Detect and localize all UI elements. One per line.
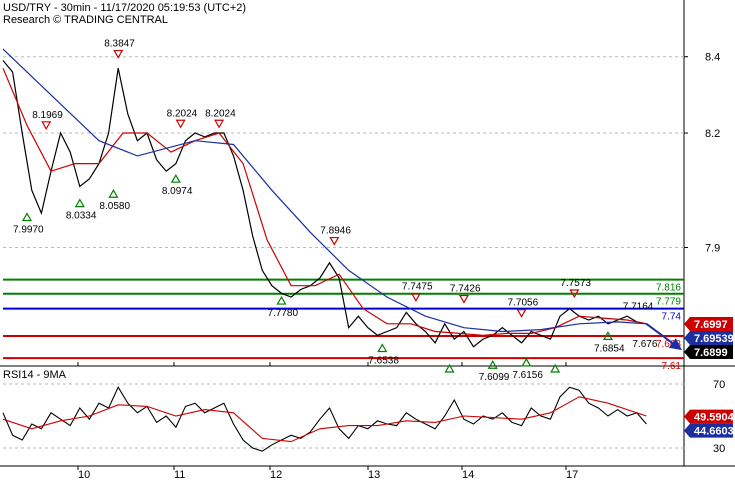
marker-label: 8.0580 — [99, 201, 130, 212]
resistance-marker — [175, 119, 186, 129]
resistance-marker — [329, 236, 340, 246]
x-tick-label: 17 — [566, 469, 578, 480]
support-marker — [602, 331, 614, 341]
support-marker — [487, 360, 498, 369]
marker-label: 7.8946 — [320, 226, 351, 237]
level-label: 7.668 — [656, 339, 681, 350]
rsi-tag — [684, 409, 733, 424]
rsi-tag — [684, 423, 733, 438]
support-marker — [550, 363, 561, 373]
resistance-marker — [516, 309, 527, 318]
level-label: 7.816 — [656, 283, 681, 294]
marker-label: 7.6854 — [594, 343, 625, 354]
resistance-marker — [214, 119, 225, 129]
x-tick-label: 12 — [270, 469, 282, 480]
chart-title: USD/TRY - 30min - 11/17/2020 05:19:53 (U… — [3, 2, 247, 14]
marker-label: 7.9970 — [13, 225, 44, 236]
support-marker — [21, 212, 33, 222]
price-tag-label: 7.6899 — [694, 347, 728, 359]
marker-label: 7.6156 — [512, 370, 543, 381]
marker-label: 8.1969 — [32, 110, 63, 121]
marker-label: 7.6538 — [368, 355, 399, 366]
marker-label: 7.7780 — [267, 308, 298, 319]
price-tag — [684, 344, 733, 359]
marker-label: 8.2024 — [167, 108, 198, 119]
level-label: 7.74 — [662, 312, 682, 323]
x-axis: 10 11 12 13 14 17 — [0, 362, 735, 480]
x-tick-label: 14 — [462, 469, 474, 480]
x-tick-label: 10 — [78, 469, 90, 480]
price-tag-label: 7.69539 — [694, 333, 734, 345]
rsi-series-line — [2, 396, 647, 443]
rsi-tag-label: 49.5904 — [694, 412, 735, 424]
resistance-marker — [41, 121, 52, 131]
resistance-marker — [410, 293, 421, 302]
price-tag — [684, 330, 733, 345]
support-marker — [74, 198, 85, 208]
x-tick-label: 11 — [174, 469, 185, 480]
rsi-panel: 30 70 49.5904 44.6603 — [2, 379, 735, 455]
resistance-marker — [113, 49, 124, 59]
rsi-tick-label: 30 — [713, 443, 725, 455]
marker-label: 7.7573 — [560, 278, 591, 289]
marker-label: 7.6099 — [479, 372, 510, 383]
marker-label: 7.7056 — [508, 298, 539, 309]
price-tick-label: 8.2 — [705, 128, 720, 140]
support-marker — [521, 357, 532, 367]
marker-label: 8.2024 — [205, 108, 236, 119]
marker-label: 8.0974 — [162, 186, 193, 197]
price-tag — [684, 316, 733, 331]
marker-label: 8.3847 — [104, 39, 135, 50]
price-series-line — [2, 60, 647, 348]
resistance-marker — [569, 289, 580, 299]
rsi-tick-label: 70 — [713, 379, 725, 391]
marker-label: 7.7475 — [402, 282, 433, 293]
marker-label: 7.676 — [632, 339, 657, 350]
marker-label: 7.7426 — [450, 284, 481, 295]
marker-label: 7.7164 — [623, 302, 654, 313]
price-panel: 7.9 8.2 8.4 7.816 7.779 7.74 7.668 7.61 8.1969 8.… — [0, 0, 735, 466]
rsi-label: RSI14 - 9MA — [3, 369, 66, 381]
x-tick-label: 13 — [368, 469, 380, 480]
support-marker — [170, 173, 181, 183]
marker-label: 8.0334 — [66, 211, 97, 222]
price-tag-label: 7.6997 — [694, 319, 728, 331]
level-label: 7.779 — [656, 297, 681, 308]
level-label: 7.61 — [662, 361, 682, 372]
price-series-line — [2, 67, 647, 336]
rsi-series-line — [2, 386, 647, 452]
resistance-marker — [458, 294, 469, 304]
support-marker — [276, 295, 287, 305]
price-tick-label: 7.9 — [705, 243, 720, 255]
support-marker — [377, 343, 388, 353]
rsi-tag-label: 44.6603 — [694, 426, 734, 438]
support-marker — [108, 189, 119, 198]
projection-arrow — [645, 323, 682, 351]
price-tick-label: 8.4 — [705, 52, 720, 64]
support-marker — [444, 363, 455, 373]
chart-subtitle: Research © TRADING CENTRAL — [3, 14, 168, 26]
price-series-line — [2, 48, 647, 333]
